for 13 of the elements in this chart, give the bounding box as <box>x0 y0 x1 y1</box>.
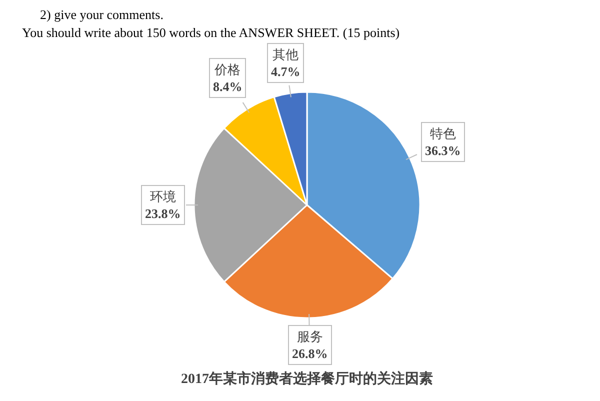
slice-label: 价格 <box>214 62 241 77</box>
slice-label: 其他 <box>272 47 299 62</box>
data-label: 36.3% <box>425 142 461 158</box>
data-label: 8.4% <box>213 78 242 94</box>
slice-label: 环境 <box>150 189 176 204</box>
slice-label: 服务 <box>296 329 323 344</box>
slice-label: 特色 <box>430 126 456 141</box>
data-label: 23.8% <box>145 206 181 221</box>
data-label: 26.8% <box>292 346 328 361</box>
text: 2017年某市消费者选择餐厅时的关注因素 <box>181 370 433 387</box>
text: You should write about 150 words on the ANSWER SHEET. (15 points) <box>22 25 400 40</box>
data-label: 4.7% <box>271 64 300 79</box>
text: 2) give your comments. <box>40 7 164 22</box>
